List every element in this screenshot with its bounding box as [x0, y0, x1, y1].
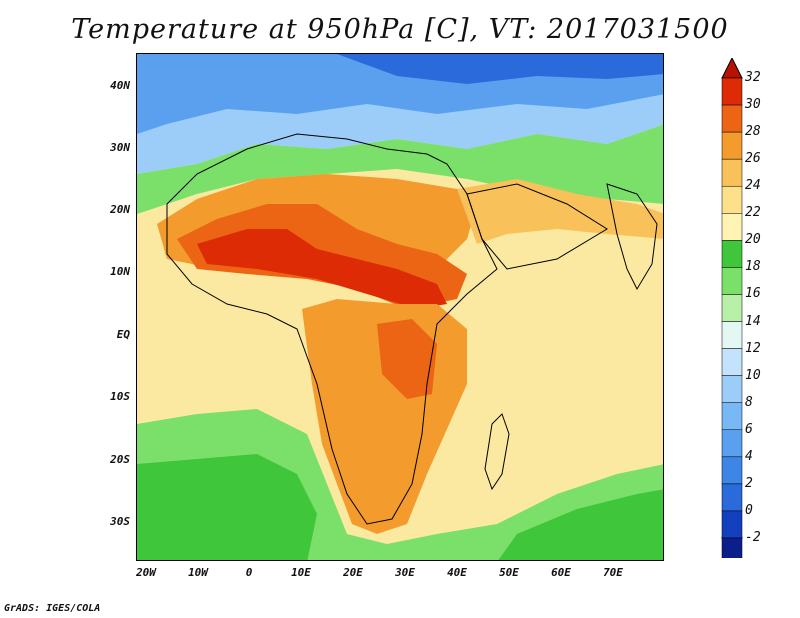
- colorbar-bin: [721, 429, 743, 458]
- credit-text: GrADS: IGES/COLA: [4, 603, 101, 614]
- lat-label-10n: 10N: [110, 265, 130, 278]
- colorbar-label: 32: [745, 70, 761, 85]
- colorbar-bin: [721, 348, 743, 376]
- colorbar-label: 2: [745, 475, 753, 491]
- colorbar-label: 4: [745, 448, 753, 464]
- colorbar-bin: [721, 402, 743, 431]
- arabia-coastline: [466, 183, 608, 270]
- map-panel: [136, 53, 664, 561]
- lat-label-40n: 40N: [110, 79, 130, 92]
- colorbar-bin: [721, 240, 743, 268]
- lat-label-30s: 30S: [110, 515, 130, 528]
- colorbar-label: 12: [745, 340, 761, 356]
- colorbar-label: 26: [745, 151, 761, 167]
- colorbar-bin: [721, 213, 743, 241]
- lon-label-0: 0: [245, 566, 253, 579]
- colorbar-bin: [721, 510, 743, 539]
- lon-label-50e: 50E: [499, 566, 519, 579]
- lat-label-30n: 30N: [110, 141, 130, 154]
- lat-label-10s: 10S: [110, 390, 130, 403]
- lon-label-10w: 10W: [188, 566, 208, 579]
- colorbar-label: 0: [745, 502, 753, 518]
- north-coldest-band: [337, 54, 663, 84]
- temperature-map: [137, 54, 663, 560]
- colorbar-label: 20: [745, 232, 761, 248]
- colorbar-label: -2: [745, 530, 761, 545]
- colorbar-label: 14: [745, 313, 761, 329]
- colorbar-bin: [721, 131, 743, 160]
- colorbar-bin: [721, 104, 743, 133]
- lon-label-60e: 60E: [551, 566, 571, 579]
- colorbar-bin: [721, 185, 743, 214]
- colorbar-label: 8: [745, 394, 753, 410]
- colorbar-top-arrow: [721, 58, 743, 79]
- india-coastline: [606, 183, 658, 291]
- colorbar-label: 30: [745, 97, 761, 113]
- colorbar-bin: [721, 537, 743, 558]
- colorbar-bin: [721, 456, 743, 485]
- chart-title: Temperature at 950hPa [C], VT: 201703150…: [71, 14, 729, 45]
- colorbar-label: 22: [745, 205, 761, 221]
- madagascar-outline: [484, 413, 510, 491]
- colorbar-bin: [721, 483, 743, 512]
- arabia-warm: [457, 179, 663, 244]
- lat-label-eq: EQ: [116, 328, 130, 341]
- colorbar-bin: [721, 77, 743, 106]
- colorbar-bin: [721, 375, 743, 403]
- lon-label-10e: 10E: [291, 566, 311, 579]
- colorbar: [721, 58, 743, 558]
- colorbar-bin: [721, 267, 743, 295]
- great-lakes-hot: [377, 319, 437, 399]
- colorbar-label: 28: [745, 124, 761, 140]
- colorbar-label: 18: [745, 259, 761, 275]
- south-atlantic-cool: [137, 454, 317, 560]
- south-indian-cool: [498, 489, 663, 560]
- colorbar-label: 6: [745, 421, 753, 437]
- lat-label-20s: 20S: [110, 453, 130, 466]
- lon-label-20w: 20W: [136, 566, 156, 579]
- colorbar-bin: [721, 294, 743, 322]
- colorbar-label: 24: [745, 178, 761, 194]
- lon-label-40e: 40E: [447, 566, 467, 579]
- africa-coastline: [166, 133, 498, 525]
- colorbar-label: 16: [745, 286, 761, 302]
- lat-label-20n: 20N: [110, 203, 130, 216]
- colorbar-label: 10: [745, 367, 761, 383]
- lon-label-70e: 70E: [603, 566, 623, 579]
- sahel-hottest-zone: [197, 229, 447, 309]
- lon-label-20e: 20E: [343, 566, 363, 579]
- colorbar-bin: [721, 321, 743, 349]
- colorbar-bin: [721, 158, 743, 187]
- lon-label-30e: 30E: [395, 566, 415, 579]
